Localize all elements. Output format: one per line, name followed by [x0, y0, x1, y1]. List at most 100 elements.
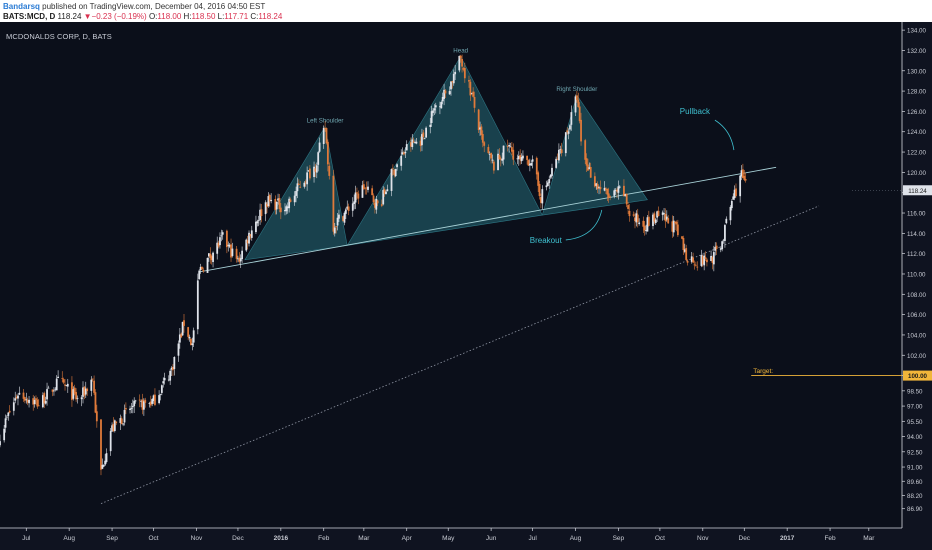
candle-body	[692, 257, 695, 263]
price-axis-label: 134.00	[907, 28, 926, 35]
candle-body	[293, 195, 296, 203]
candle-body	[73, 387, 76, 394]
candle-body	[498, 154, 501, 160]
candle-body	[364, 187, 367, 189]
candle-body	[499, 158, 502, 160]
candle-body	[304, 181, 307, 183]
candle-body	[286, 206, 289, 209]
candle-body	[313, 166, 315, 178]
candle-body	[419, 140, 422, 146]
candle-body	[152, 395, 155, 402]
candle-body	[569, 125, 571, 130]
author-link[interactable]: Bandarsq	[3, 2, 40, 11]
candle-body	[115, 421, 118, 424]
candle-body	[144, 399, 147, 403]
target-price-badge-text: 100.00	[908, 373, 927, 380]
low-label: L:	[217, 12, 225, 21]
candle-body	[624, 194, 627, 197]
breakout-arrow	[565, 209, 603, 241]
candle-body	[681, 236, 683, 239]
candle-body	[367, 186, 369, 190]
candle-body	[711, 257, 714, 263]
candle-body	[158, 395, 160, 404]
candle-body	[559, 149, 562, 150]
left-shoulder-label: Left Shoulder	[307, 118, 344, 125]
price-axis-label: 91.00	[907, 465, 923, 472]
candle-body	[459, 55, 462, 59]
candle-body	[642, 220, 645, 227]
candle-body	[191, 343, 194, 346]
candle-body	[540, 197, 542, 203]
candle-body	[122, 423, 125, 425]
candle-body	[7, 412, 10, 416]
candle-body	[275, 201, 278, 210]
open-value: 118.00	[157, 12, 182, 21]
candle-body	[663, 213, 665, 215]
candle-body	[614, 190, 617, 191]
candle-body	[742, 169, 744, 178]
candle-body	[333, 227, 336, 234]
candle-body	[33, 400, 36, 405]
candle-body	[343, 212, 346, 223]
candle-body	[75, 392, 77, 400]
candle-body	[299, 186, 302, 188]
time-axis-label: Feb	[318, 535, 330, 542]
candle-body	[537, 172, 540, 186]
candle-body	[187, 327, 190, 337]
candle-body	[317, 152, 320, 165]
time-axis-label: Jul	[22, 535, 31, 542]
candle-body	[76, 397, 79, 399]
candle-body	[415, 141, 418, 144]
candle-body	[196, 280, 199, 330]
candle-body	[480, 126, 483, 135]
candle-body	[481, 134, 484, 143]
candle-body	[84, 388, 87, 395]
price-axis-label: 120.00	[907, 170, 926, 177]
candle-body	[315, 165, 318, 173]
candle-body	[433, 108, 436, 111]
candle-body	[0, 441, 1, 446]
candle-body	[296, 183, 299, 192]
price-axis-label: 89.60	[907, 479, 923, 486]
candle-body	[549, 174, 552, 178]
candle-body	[230, 244, 232, 258]
candle-body	[326, 141, 329, 165]
time-axis-label: Aug	[63, 535, 75, 542]
candle-body	[733, 189, 736, 199]
candle-body	[250, 230, 253, 238]
candle-body	[555, 158, 558, 168]
candle-body	[120, 418, 123, 425]
candle-body	[671, 221, 674, 232]
time-axis-label: Feb	[824, 535, 836, 542]
candle-body	[51, 389, 54, 392]
candle-body	[469, 81, 472, 96]
candle-body	[259, 209, 261, 221]
candle-body	[129, 408, 131, 410]
time-axis-label: 2016	[274, 535, 289, 542]
candle-body	[17, 395, 19, 399]
candle-body	[596, 184, 599, 189]
candle-body	[632, 214, 635, 216]
candle-body	[665, 216, 668, 220]
candle-body	[374, 202, 376, 208]
candle-body	[354, 192, 357, 203]
candle-body	[190, 338, 192, 345]
candle-body	[647, 216, 650, 226]
breakout-label: Breakout	[530, 236, 563, 245]
candle-body	[47, 387, 50, 389]
candle-body	[133, 400, 136, 407]
candle-body	[441, 97, 444, 102]
symbol-label: BATS:MCD, D	[3, 12, 56, 21]
candle-body	[237, 258, 239, 260]
candle-body	[173, 356, 176, 369]
candle-body	[661, 212, 664, 215]
candle-body	[338, 214, 340, 219]
candle-body	[452, 73, 455, 84]
price-chart[interactable]: 86.90 88.20 89.60 91.00 92.50 94.00 95.50 97.00…	[0, 22, 932, 550]
candle-body	[248, 232, 250, 244]
candle-body	[162, 381, 165, 384]
candle-body	[297, 183, 300, 185]
close-value: 118.24	[258, 12, 283, 21]
candle-body	[335, 226, 338, 228]
low-value: 117.71	[224, 12, 249, 21]
